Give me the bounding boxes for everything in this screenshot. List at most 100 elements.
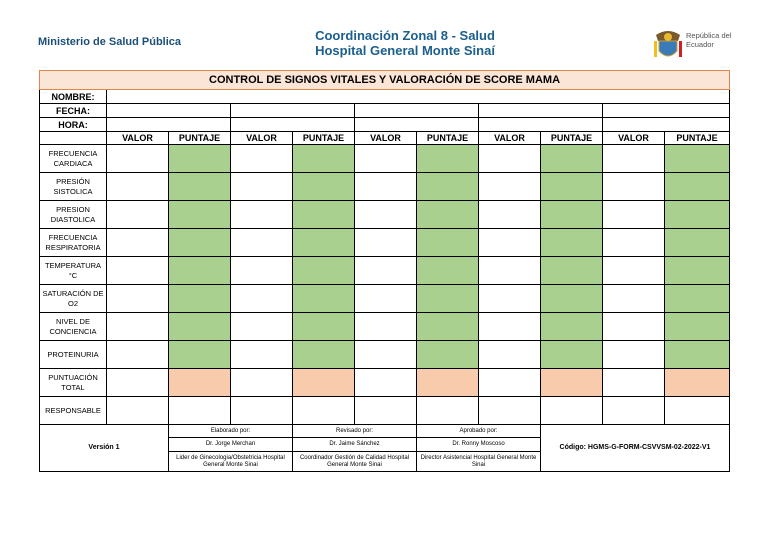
cell xyxy=(230,228,293,257)
cell-text: PRESIÓN SISTOLICA xyxy=(39,172,107,201)
cell xyxy=(602,312,665,341)
cell xyxy=(478,312,541,341)
row: CONTROL DE SIGNOS VITALES Y VALORACIÓN D… xyxy=(38,70,731,90)
cell-text: VALOR xyxy=(106,131,169,145)
cell-text: NIVEL DE CONCIENCIA xyxy=(39,312,107,341)
hospital: Hospital General Monte Sinaí xyxy=(315,43,495,58)
cell xyxy=(354,144,417,173)
cell xyxy=(540,284,603,313)
row: Lider de Ginecologia/Obstetricia Hospita… xyxy=(40,451,730,472)
row: Versión 1 Elaborado por: Revisado por: Apro… xyxy=(39,424,731,472)
cell xyxy=(230,172,293,201)
cell xyxy=(478,117,603,132)
cell xyxy=(540,144,603,173)
cell xyxy=(540,368,603,397)
row: PRESION DIASTOLICA xyxy=(39,200,731,229)
cell xyxy=(354,312,417,341)
cell xyxy=(416,172,479,201)
cell xyxy=(416,200,479,229)
cell-text: PUNTAJE xyxy=(540,131,603,145)
cell-text: Versión 1 xyxy=(39,424,169,472)
cell xyxy=(106,228,169,257)
cell xyxy=(292,396,355,425)
cell xyxy=(478,144,541,173)
row: PUNTUACIÓN TOTAL xyxy=(39,368,731,397)
cell xyxy=(106,284,169,313)
cell-text: RESPONSABLE xyxy=(39,396,107,425)
cell-text: VALOR xyxy=(602,131,665,145)
cell xyxy=(168,312,231,341)
cell xyxy=(540,396,603,425)
row: NIVEL DE CONCIENCIA xyxy=(39,312,731,341)
cell xyxy=(168,396,231,425)
cell xyxy=(39,131,107,145)
cell xyxy=(230,312,293,341)
row: TEMPERATURA °C xyxy=(39,256,731,285)
cell xyxy=(106,200,169,229)
cell xyxy=(602,396,665,425)
cell xyxy=(230,340,293,369)
cell xyxy=(663,256,731,285)
cell xyxy=(354,117,479,132)
row: PROTEINURIA xyxy=(39,340,731,369)
cell xyxy=(540,340,603,369)
cell xyxy=(230,200,293,229)
cell xyxy=(168,144,231,173)
cell xyxy=(416,284,479,313)
row: Dr. Jorge Merchan Dr. Jaime Sánchez Dr. Ro… xyxy=(40,437,730,452)
cell-text: PROTEINURIA xyxy=(39,340,107,369)
cell-text: HORA: xyxy=(39,117,107,132)
cell-text: TEMPERATURA °C xyxy=(39,256,107,285)
cell-text: PUNTAJE xyxy=(292,131,355,145)
cell xyxy=(106,256,169,285)
cell-text: FRECUENCIA CARDIACA xyxy=(39,144,107,173)
cell-text: Director Asistencial Hospital General Mo… xyxy=(416,451,541,472)
cell xyxy=(602,228,665,257)
cell xyxy=(602,144,665,173)
cell xyxy=(416,340,479,369)
cell xyxy=(663,368,731,397)
cell-text: Dr. Jorge Merchan xyxy=(168,437,293,452)
cell xyxy=(354,284,417,313)
cell xyxy=(230,396,293,425)
form-table: CONTROL DE SIGNOS VITALES Y VALORACIÓN D… xyxy=(38,70,731,472)
cell xyxy=(106,340,169,369)
cell xyxy=(663,172,731,201)
cell-text: PUNTAJE xyxy=(416,131,479,145)
cell xyxy=(416,256,479,285)
cell xyxy=(478,284,541,313)
cell xyxy=(354,368,417,397)
cell xyxy=(416,228,479,257)
cell-text: Dr. Jaime Sánchez xyxy=(292,437,417,452)
cell xyxy=(106,368,169,397)
cell xyxy=(416,368,479,397)
cell xyxy=(292,200,355,229)
cell xyxy=(106,144,169,173)
cell-text: VALOR xyxy=(354,131,417,145)
cell xyxy=(540,172,603,201)
cell-text: PUNTAJE xyxy=(663,131,731,145)
cell xyxy=(105,89,731,104)
cell xyxy=(292,172,355,201)
zone: Coordinación Zonal 8 - Salud xyxy=(315,28,495,43)
cell xyxy=(354,228,417,257)
row: FECHA: xyxy=(39,103,731,118)
cell xyxy=(663,396,731,425)
cell xyxy=(230,368,293,397)
cell xyxy=(106,396,169,425)
cell xyxy=(663,312,731,341)
cell xyxy=(663,200,731,229)
row: SATURACIÓN DE O2 xyxy=(39,284,731,313)
cell-text: VALOR xyxy=(230,131,293,145)
cell xyxy=(601,117,731,132)
cell xyxy=(230,256,293,285)
row: FRECUENCIA CARDIACA xyxy=(39,144,731,173)
cell xyxy=(602,200,665,229)
row: VALOR PUNTAJE VALOR PUNTAJE VALOR PUNTAJE VALO… xyxy=(39,131,731,145)
cell xyxy=(602,256,665,285)
cell-text: Elaborado por: xyxy=(168,424,293,438)
cell xyxy=(601,103,731,118)
cell xyxy=(354,256,417,285)
cell-text: NOMBRE: xyxy=(39,89,107,104)
